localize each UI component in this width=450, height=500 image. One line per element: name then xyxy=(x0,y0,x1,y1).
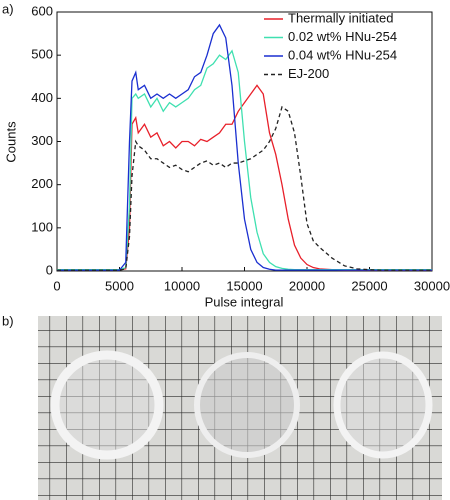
y-tick-label: 0 xyxy=(46,262,53,277)
x-tick-label: 30000 xyxy=(414,278,450,293)
y-tick-label: 600 xyxy=(31,3,53,18)
photo xyxy=(38,316,442,500)
series-line xyxy=(57,23,432,271)
panel-label: b) xyxy=(2,313,14,328)
x-tick-label: 10000 xyxy=(164,278,200,293)
y-tick-label: 400 xyxy=(31,90,53,105)
legend-label: 0.02 wt% HNu-254 xyxy=(288,29,397,44)
legend-label: EJ-200 xyxy=(288,66,329,81)
legend-label: 0.04 wt% HNu-254 xyxy=(288,47,397,62)
x-tick-label: 5000 xyxy=(105,278,134,293)
panel-label: a) xyxy=(2,1,14,16)
series-line xyxy=(57,105,432,271)
y-tick-label: 500 xyxy=(31,47,53,62)
x-tick-label: 15000 xyxy=(226,278,262,293)
disc xyxy=(50,350,164,460)
x-axis-label: Pulse integral xyxy=(205,294,284,309)
y-tick-label: 300 xyxy=(31,133,53,148)
series-line xyxy=(57,84,432,271)
series-line xyxy=(57,49,432,271)
x-tick-label: 25000 xyxy=(351,278,387,293)
y-tick-label: 100 xyxy=(31,219,53,234)
y-tick-label: 200 xyxy=(31,176,53,191)
x-tick-label: 20000 xyxy=(289,278,325,293)
disc xyxy=(194,352,300,458)
legend-label: Thermally initiated xyxy=(288,10,394,25)
y-axis-label: Counts xyxy=(3,121,18,163)
x-tick-label: 0 xyxy=(53,278,60,293)
disc xyxy=(333,351,433,459)
